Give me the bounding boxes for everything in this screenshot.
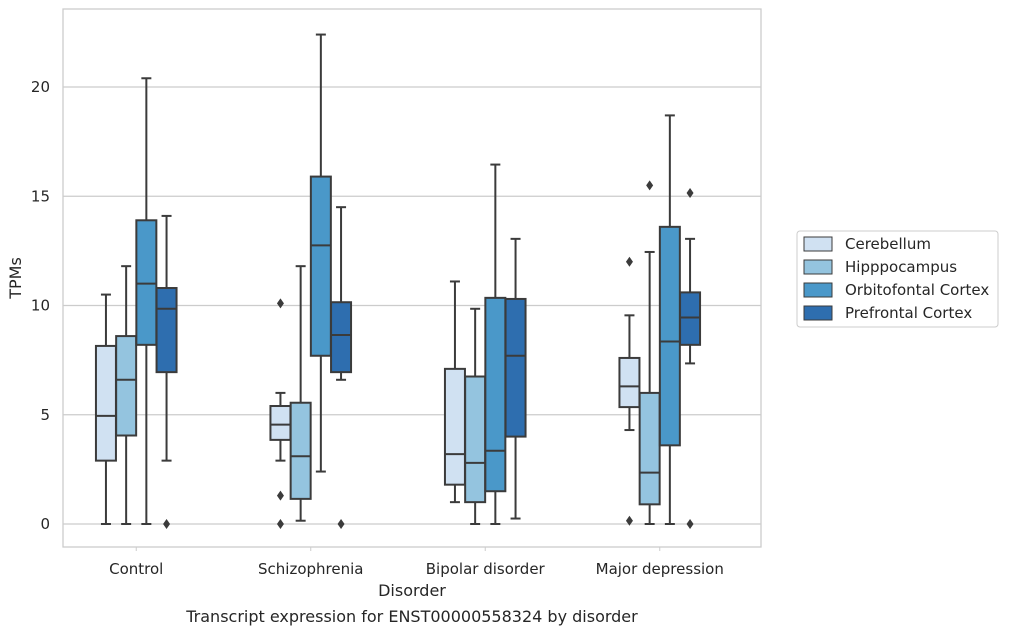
box-iqr [464, 375, 487, 504]
y-tick-label: 5 [40, 406, 50, 424]
box-cerebellum [94, 293, 117, 525]
legend-label: Orbitofontal Cortex [845, 281, 989, 299]
plot-frame [62, 8, 762, 548]
box-iqr [638, 391, 661, 506]
box-iqr [443, 367, 466, 486]
outlier-point [686, 519, 694, 529]
box-orbitofontal-cortex [484, 163, 507, 525]
box-group-0 [94, 77, 178, 529]
outlier-point [276, 519, 284, 529]
y-tick-label: 10 [31, 297, 50, 315]
outlier-point [625, 515, 633, 526]
box-hipppocampus [289, 265, 312, 522]
box-iqr [658, 225, 681, 447]
legend-frame [796, 230, 999, 328]
figure-caption: Transcript expression for ENST0000055832… [185, 607, 638, 626]
box-iqr [309, 175, 332, 357]
x-axis-title: Disorder [378, 581, 446, 600]
box-iqr [330, 301, 353, 374]
box-cerebellum [618, 256, 641, 526]
legend: Cerebellum Hipppocampus Orbitofontal Corte… [796, 230, 999, 328]
legend-label: Cerebellum [845, 235, 931, 253]
x-tick-label: Control [109, 560, 163, 578]
y-tick-label: 0 [40, 515, 50, 533]
box-iqr [269, 405, 292, 441]
legend-label: Prefrontal Cortex [845, 304, 972, 322]
box-orbitofontal-cortex [309, 33, 332, 473]
box-iqr [289, 401, 312, 500]
box-groups [94, 33, 702, 529]
legend-swatch [803, 236, 833, 252]
box-group-2 [443, 163, 527, 525]
box-group-3 [618, 114, 702, 529]
outlier-point [276, 490, 284, 501]
box-iqr [679, 291, 702, 346]
box-iqr [155, 287, 178, 374]
box-prefrontal-cortex [679, 187, 702, 529]
outlier-point [276, 298, 284, 309]
box-group-1 [269, 33, 353, 529]
y-axis-title: TPMs [6, 257, 25, 300]
x-tick-label: Schizophrenia [258, 560, 363, 578]
legend-swatch [803, 305, 833, 321]
outlier-point [163, 519, 171, 529]
outlier-point [625, 256, 633, 267]
box-iqr [115, 335, 138, 437]
y-tick-label: 20 [31, 78, 50, 96]
box-cerebellum [443, 280, 466, 504]
box-iqr [484, 296, 507, 493]
box-prefrontal-cortex [155, 214, 178, 529]
box-iqr [94, 344, 117, 462]
box-iqr [504, 297, 527, 438]
legend-swatch [803, 282, 833, 298]
x-tick-label: Bipolar disorder [426, 560, 546, 578]
y-tick-label: 15 [31, 187, 50, 205]
legend-label: Hipppocampus [845, 258, 957, 276]
outlier-point [686, 187, 694, 198]
box-hipppocampus [115, 265, 138, 525]
y-tick-labels: 0 5 10 15 20 [31, 78, 50, 533]
legend-swatch [803, 259, 833, 275]
box-prefrontal-cortex [504, 237, 527, 520]
x-tick-label: Major depression [596, 560, 724, 578]
outlier-point [646, 180, 654, 191]
box-prefrontal-cortex [330, 206, 353, 529]
box-iqr [618, 356, 641, 409]
box-orbitofontal-cortex [135, 77, 158, 525]
box-hipppocampus [638, 180, 661, 525]
box-iqr [135, 219, 158, 346]
box-cerebellum [269, 298, 292, 529]
x-tick-labels: Control Schizophrenia Bipolar disorder Majo… [109, 547, 724, 578]
outlier-point [337, 519, 345, 529]
box-orbitofontal-cortex [658, 114, 681, 525]
